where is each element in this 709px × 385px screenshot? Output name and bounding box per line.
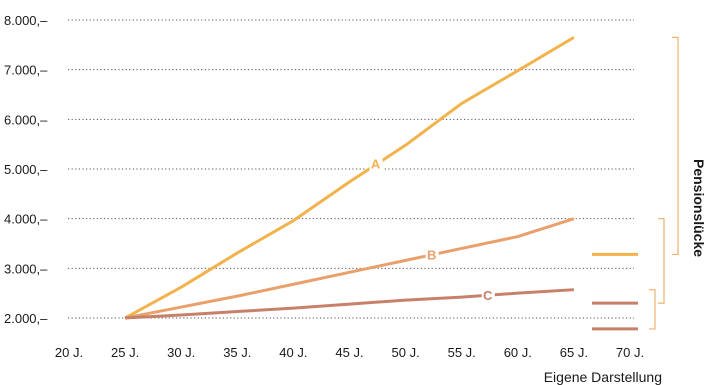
x-tick-label: 65 J. <box>560 345 588 360</box>
x-tick-label: 40 J. <box>279 345 307 360</box>
y-axis-ticks: 2.000,– 3.000,– 4.000,– 5.000,– 6.000,– 7.000… <box>4 13 48 326</box>
y-tick-label: 6.000,– <box>4 112 48 127</box>
x-tick-label: 20 J. <box>55 345 83 360</box>
x-tick-label: 60 J. <box>504 345 532 360</box>
x-tick-label: 25 J. <box>111 345 139 360</box>
series-label-a: A <box>371 157 381 172</box>
gap-bracket <box>649 289 656 330</box>
series-label-bg <box>481 288 495 304</box>
y-tick-label: 7.000,– <box>4 63 48 78</box>
gap-brackets <box>649 36 679 330</box>
x-axis-ticks: 20 J. 25 J. 30 J. 35 J. 40 J. 45 J. 50 J. 55 J.… <box>55 345 644 360</box>
y-tick-label: 3.000,– <box>4 261 48 276</box>
series-label-b: B <box>427 247 436 262</box>
source-note: Eigene Darstellung <box>544 369 662 385</box>
series-line-a <box>124 36 575 320</box>
y-tick-label: 4.000,– <box>4 212 48 227</box>
series-label-bg <box>369 156 383 172</box>
gap-markers <box>592 252 638 331</box>
series-line-c <box>125 288 574 320</box>
y-tick-label: 2.000,– <box>4 311 48 326</box>
y-tick-label: 8.000,– <box>4 13 48 28</box>
x-tick-label: 30 J. <box>167 345 195 360</box>
gap-bracket <box>658 218 665 304</box>
x-tick-label: 50 J. <box>392 345 420 360</box>
side-label: Pensionslücke <box>691 159 707 257</box>
series-label-c: C <box>483 288 493 303</box>
x-tick-label: 35 J. <box>223 345 251 360</box>
x-tick-label: 55 J. <box>448 345 476 360</box>
gap-bracket <box>672 36 679 256</box>
series-lines: A B C <box>124 36 575 320</box>
grid-lines <box>68 19 634 319</box>
y-tick-label: 5.000,– <box>4 162 48 177</box>
series-label-bg <box>425 247 439 263</box>
x-tick-label: 70 J. <box>616 345 644 360</box>
x-tick-label: 45 J. <box>335 345 363 360</box>
series-line-b <box>124 217 575 320</box>
